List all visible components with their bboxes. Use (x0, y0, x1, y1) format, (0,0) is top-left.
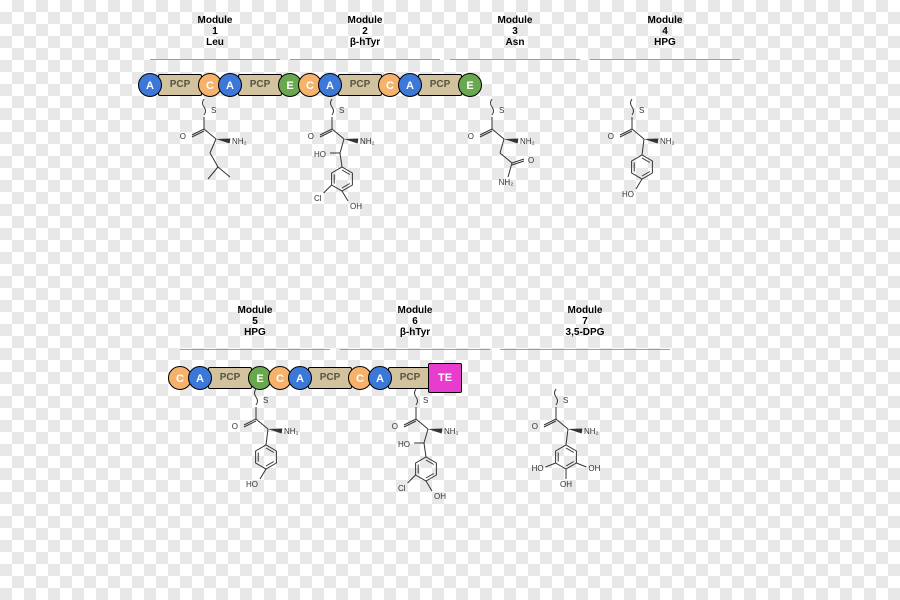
svg-text:OH: OH (588, 464, 600, 473)
svg-text:O: O (528, 156, 534, 165)
substrate-hpg: S O NH₂ HO (592, 99, 702, 269)
svg-text:S: S (339, 106, 344, 115)
module-aminoacid: HPG (590, 37, 740, 48)
module-header: Module1Leu (150, 15, 280, 48)
domain-strip: CAPCPECAPCPCAPCPTE (170, 363, 462, 389)
svg-text:NH₂: NH₂ (660, 137, 675, 146)
svg-text:NH₂: NH₂ (520, 137, 535, 146)
substrate-dpg: S O NH₂ OH HO OH (516, 389, 626, 559)
substrate-leu: S O NH₂ (164, 99, 274, 269)
module-rule (450, 59, 580, 60)
svg-text:O: O (468, 132, 474, 141)
module-rule (180, 349, 330, 350)
module-rule (290, 59, 440, 60)
module-title: Module (290, 15, 440, 26)
substrate-bhtyr: S O NH₂ HO OH Cl (292, 99, 402, 269)
domain-strip: APCPCAPCPECAPCPCAPCPE (140, 73, 480, 99)
module-aminoacid: HPG (180, 327, 330, 338)
module-header: Module5HPG (180, 305, 330, 338)
svg-text:NH₂: NH₂ (499, 178, 514, 187)
diagram-canvas: Module1LeuModule2β-hTyrModule3AsnModule4… (140, 15, 760, 585)
svg-text:HO: HO (314, 150, 326, 159)
module-header: Module4HPG (590, 15, 740, 48)
substrate-bhtyr: S O NH₂ HO OH Cl (376, 389, 486, 559)
module-header: Module6β-hTyr (340, 305, 490, 338)
svg-text:OH: OH (350, 202, 362, 211)
module-header: Module73,5-DPG (500, 305, 670, 338)
svg-text:S: S (263, 396, 268, 405)
domain-pcp: PCP (308, 367, 352, 389)
svg-text:HO: HO (246, 480, 258, 489)
module-title: Module (590, 15, 740, 26)
domain-a: A (318, 73, 342, 97)
domain-a: A (138, 73, 162, 97)
module-aminoacid: β-hTyr (340, 327, 490, 338)
domain-pcp: PCP (238, 74, 282, 96)
module-number: 6 (340, 316, 490, 327)
module-rule (590, 59, 740, 60)
module-number: 2 (290, 26, 440, 37)
domain-a: A (398, 73, 422, 97)
module-aminoacid: Asn (450, 37, 580, 48)
svg-text:O: O (180, 132, 186, 141)
svg-text:NH₂: NH₂ (360, 137, 375, 146)
module-header: Module2β-hTyr (290, 15, 440, 48)
domain-a: A (188, 366, 212, 390)
svg-text:O: O (532, 422, 538, 431)
svg-text:S: S (423, 396, 428, 405)
svg-text:S: S (639, 106, 644, 115)
svg-text:OH: OH (434, 492, 446, 501)
module-number: 4 (590, 26, 740, 37)
domain-pcp: PCP (158, 74, 202, 96)
svg-text:O: O (308, 132, 314, 141)
module-rule (500, 349, 670, 350)
substrate-hpg: S O NH₂ HO (216, 389, 326, 559)
module-rule (340, 349, 490, 350)
domain-pcp: PCP (338, 74, 382, 96)
substrate-asn: S O NH₂ O NH₂ (452, 99, 562, 269)
svg-text:NH₂: NH₂ (284, 427, 299, 436)
svg-text:HO: HO (398, 440, 410, 449)
svg-text:OH: OH (560, 480, 572, 489)
svg-text:S: S (563, 396, 568, 405)
domain-pcp: PCP (208, 367, 252, 389)
svg-text:Cl: Cl (398, 484, 406, 493)
module-title: Module (500, 305, 670, 316)
module-header: Module3Asn (450, 15, 580, 48)
domain-pcp: PCP (418, 74, 462, 96)
svg-text:HO: HO (532, 464, 544, 473)
svg-text:O: O (232, 422, 238, 431)
module-title: Module (450, 15, 580, 26)
svg-text:O: O (392, 422, 398, 431)
svg-text:Cl: Cl (314, 194, 322, 203)
svg-text:NH₂: NH₂ (444, 427, 459, 436)
module-number: 7 (500, 316, 670, 327)
domain-a: A (218, 73, 242, 97)
svg-text:S: S (499, 106, 504, 115)
svg-text:NH₂: NH₂ (584, 427, 599, 436)
svg-text:HO: HO (622, 190, 634, 199)
module-number: 5 (180, 316, 330, 327)
domain-e: E (458, 73, 482, 97)
module-number: 1 (150, 26, 280, 37)
domain-te: TE (428, 363, 462, 393)
module-title: Module (150, 15, 280, 26)
module-rule (150, 59, 280, 60)
svg-text:NH₂: NH₂ (232, 137, 247, 146)
svg-text:O: O (608, 132, 614, 141)
domain-pcp: PCP (388, 367, 432, 389)
svg-text:S: S (211, 106, 216, 115)
module-title: Module (340, 305, 490, 316)
module-aminoacid: 3,5-DPG (500, 327, 670, 338)
domain-a: A (288, 366, 312, 390)
domain-a: A (368, 366, 392, 390)
module-title: Module (180, 305, 330, 316)
module-aminoacid: Leu (150, 37, 280, 48)
module-aminoacid: β-hTyr (290, 37, 440, 48)
module-number: 3 (450, 26, 580, 37)
